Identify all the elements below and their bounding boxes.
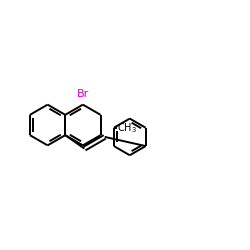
Text: CH$_3$: CH$_3$ (117, 121, 137, 135)
Text: Br: Br (77, 89, 89, 99)
